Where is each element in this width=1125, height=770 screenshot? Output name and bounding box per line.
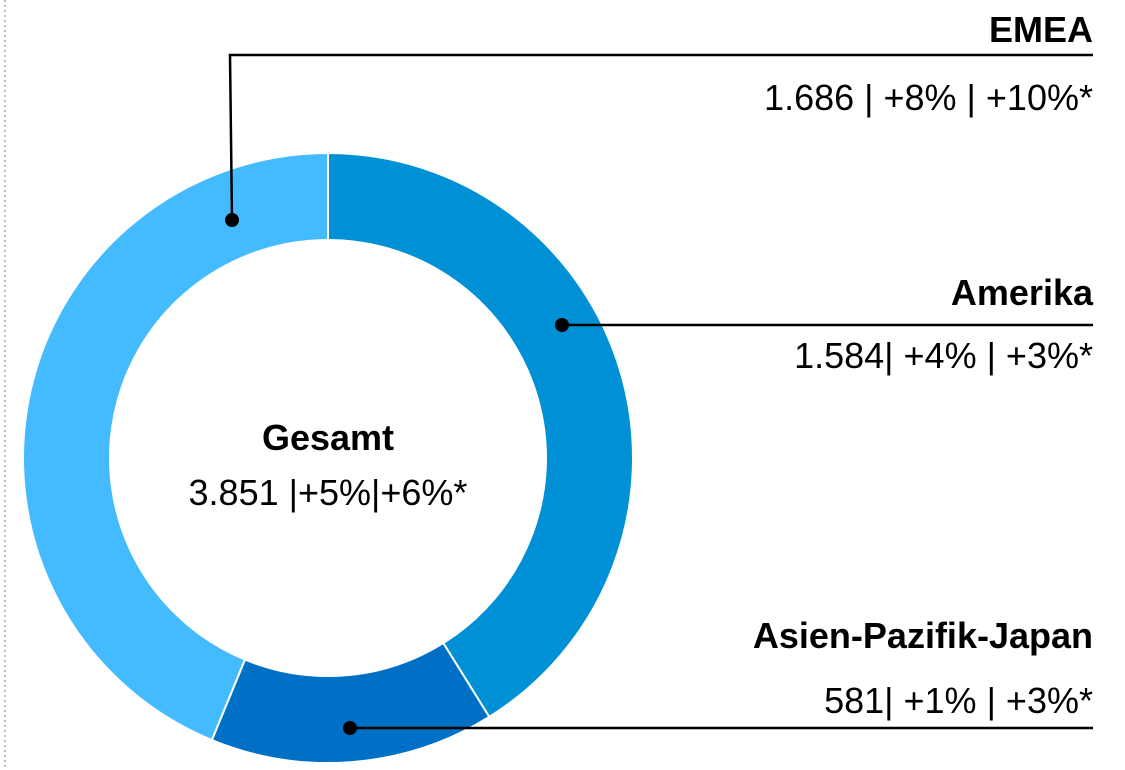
leader-line [228,53,1093,221]
donut-segment [22,151,329,742]
center-title: Gesamt [262,417,394,458]
donut-segment [210,641,491,764]
segment-label: 1.584| +4% | +3%* [794,335,1093,376]
leader-dot [343,721,357,735]
leader-dot [225,213,239,227]
segment-label: 1.686 | +8% | +10%* [764,77,1093,118]
center-label: 3.851 |+5%|+6%* [189,472,468,513]
segment-title: Amerika [951,272,1094,313]
donut-segment [327,151,634,719]
segment-title: EMEA [989,9,1093,50]
segment-label: 581| +1% | +3%* [824,680,1093,721]
leader-dot [555,318,569,332]
segment-title: Asien-Pazifik-Japan [753,615,1093,656]
